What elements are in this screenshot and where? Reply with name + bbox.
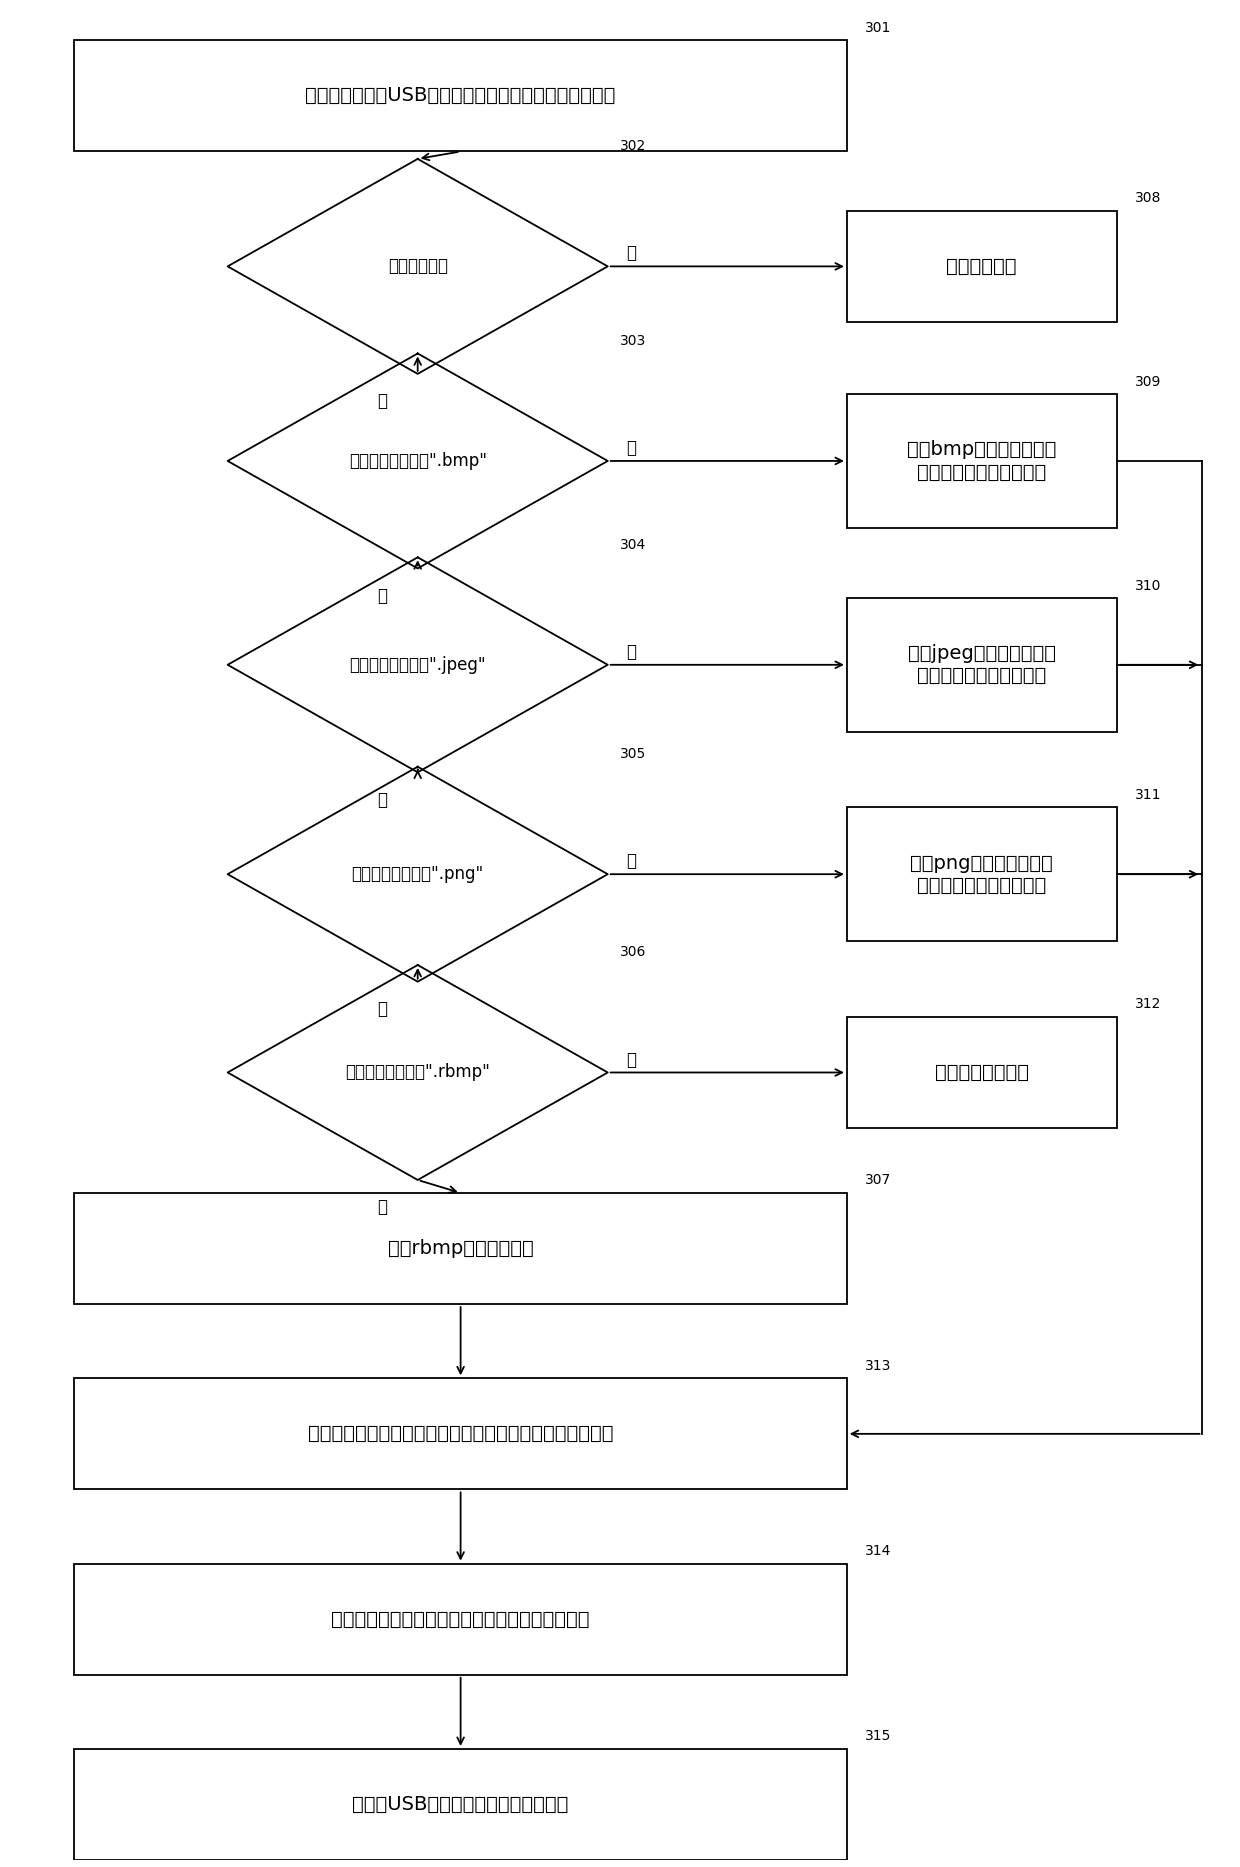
Text: 否: 否 bbox=[377, 792, 387, 808]
Text: 305: 305 bbox=[620, 747, 646, 762]
Text: 301: 301 bbox=[866, 21, 892, 35]
Bar bbox=[847, 1018, 1116, 1128]
Text: 否: 否 bbox=[377, 1001, 387, 1018]
Text: 是: 是 bbox=[377, 392, 387, 411]
Text: 302: 302 bbox=[620, 140, 646, 153]
Text: 309: 309 bbox=[1135, 375, 1162, 388]
Text: 是: 是 bbox=[626, 439, 636, 457]
Bar bbox=[74, 1749, 847, 1860]
Text: 是: 是 bbox=[626, 642, 636, 661]
Polygon shape bbox=[228, 965, 608, 1180]
Polygon shape bbox=[228, 353, 608, 568]
Text: 303: 303 bbox=[620, 334, 646, 347]
Text: 否: 否 bbox=[377, 586, 387, 605]
Polygon shape bbox=[228, 767, 608, 982]
Text: 示波器开始识别USB存储设备并开始获取文件数据的流程: 示波器开始识别USB存储设备并开始获取文件数据的流程 bbox=[305, 86, 616, 105]
Text: 按照bmp格式读取文件，
并读取该文件的定制信息: 按照bmp格式读取文件， 并读取该文件的定制信息 bbox=[906, 441, 1056, 482]
Text: 否: 否 bbox=[626, 1051, 636, 1068]
Text: 弹出无效文件提示: 弹出无效文件提示 bbox=[935, 1062, 1029, 1083]
Text: 310: 310 bbox=[1135, 579, 1162, 592]
Text: 文件的后缀是否为".jpeg": 文件的后缀是否为".jpeg" bbox=[350, 655, 486, 674]
Text: 304: 304 bbox=[620, 538, 646, 553]
Text: 文件的后缀是否为".bmp": 文件的后缀是否为".bmp" bbox=[348, 452, 486, 470]
Text: 313: 313 bbox=[866, 1359, 892, 1372]
Text: 307: 307 bbox=[866, 1172, 892, 1187]
Text: 文件的后缀是否为".png": 文件的后缀是否为".png" bbox=[352, 864, 484, 883]
Text: 是: 是 bbox=[377, 1199, 387, 1217]
Text: 311: 311 bbox=[1135, 788, 1162, 803]
Bar bbox=[847, 394, 1116, 528]
Polygon shape bbox=[228, 558, 608, 773]
Text: 进行其他操作: 进行其他操作 bbox=[946, 258, 1017, 276]
Text: 按照rbmp格式读取文件: 按照rbmp格式读取文件 bbox=[388, 1240, 533, 1258]
Text: 按照jpeg格式读取文件，
并读取该文件的定制信息: 按照jpeg格式读取文件， 并读取该文件的定制信息 bbox=[908, 644, 1055, 685]
Bar bbox=[74, 41, 847, 151]
Text: 315: 315 bbox=[866, 1729, 892, 1744]
Bar bbox=[74, 1563, 847, 1675]
Text: 306: 306 bbox=[620, 945, 646, 960]
Text: 314: 314 bbox=[866, 1544, 892, 1557]
Text: 将所述显示数据和显示设置参数存储于存储单元中: 将所述显示数据和显示设置参数存储于存储单元中 bbox=[331, 1609, 590, 1628]
Text: 308: 308 bbox=[1135, 190, 1162, 205]
Text: 按照png格式读取文件，
并读取该文件的定制信息: 按照png格式读取文件， 并读取该文件的定制信息 bbox=[910, 853, 1053, 894]
Text: 解析读取的文件和定制信息，获得显示数据和显示设置参数: 解析读取的文件和定制信息，获得显示数据和显示设置参数 bbox=[308, 1425, 614, 1443]
Bar bbox=[847, 211, 1116, 321]
Polygon shape bbox=[228, 159, 608, 373]
Text: 是否读取文件: 是否读取文件 bbox=[388, 258, 448, 274]
Text: 否: 否 bbox=[626, 245, 636, 263]
Bar bbox=[847, 808, 1116, 941]
Text: 结束从USB设备上的文件数据获取流程: 结束从USB设备上的文件数据获取流程 bbox=[352, 1794, 569, 1815]
Bar bbox=[847, 597, 1116, 732]
Bar bbox=[74, 1378, 847, 1490]
Text: 312: 312 bbox=[1135, 997, 1162, 1012]
Text: 是: 是 bbox=[626, 851, 636, 870]
Text: 文件的后缀是否为".rbmp": 文件的后缀是否为".rbmp" bbox=[345, 1064, 490, 1081]
Bar bbox=[74, 1193, 847, 1305]
